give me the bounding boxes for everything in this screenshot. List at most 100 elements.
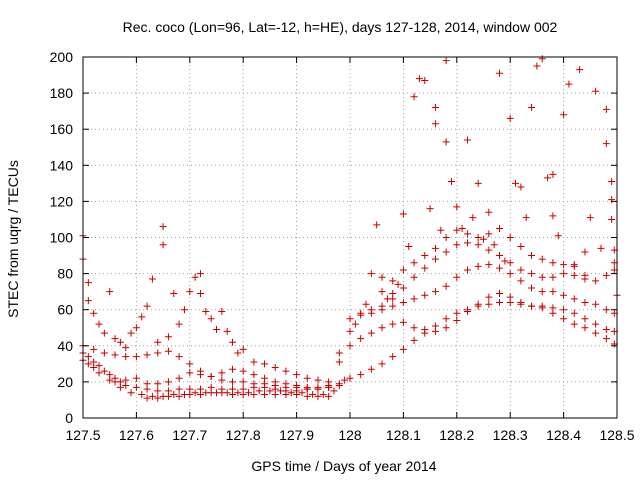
data-point bbox=[442, 315, 450, 323]
data-point bbox=[528, 302, 536, 310]
data-point bbox=[346, 327, 354, 335]
data-point bbox=[282, 380, 290, 388]
data-point bbox=[143, 394, 151, 402]
data-point bbox=[480, 235, 487, 243]
data-point bbox=[111, 351, 119, 359]
data-point bbox=[485, 300, 493, 308]
data-point bbox=[346, 315, 354, 323]
data-point bbox=[250, 380, 258, 388]
data-point bbox=[608, 178, 616, 186]
data-point bbox=[95, 362, 103, 370]
data-point bbox=[431, 255, 439, 263]
data-point bbox=[442, 57, 450, 65]
data-point bbox=[463, 239, 471, 247]
data-point bbox=[250, 391, 258, 399]
data-point bbox=[234, 389, 242, 397]
data-point bbox=[426, 205, 434, 213]
data-point bbox=[463, 266, 471, 274]
data-point bbox=[351, 320, 359, 328]
data-point bbox=[560, 261, 568, 269]
data-point bbox=[357, 335, 365, 343]
data-point bbox=[592, 87, 600, 95]
data-point bbox=[218, 369, 226, 377]
data-point bbox=[196, 391, 204, 399]
data-point bbox=[84, 360, 92, 368]
data-point bbox=[127, 389, 135, 397]
data-point bbox=[501, 257, 509, 265]
data-point bbox=[325, 392, 333, 400]
data-point bbox=[186, 369, 194, 377]
data-point bbox=[213, 326, 220, 334]
data-point bbox=[186, 288, 194, 296]
y-tick-label: 160 bbox=[50, 121, 74, 137]
data-point bbox=[421, 264, 429, 272]
data-point bbox=[442, 138, 450, 146]
data-point bbox=[367, 365, 375, 373]
y-tick-labels: 0 20 40 60 80 100 120 140 160 180 200 bbox=[50, 49, 74, 426]
data-point bbox=[442, 324, 450, 332]
y-tick-label: 100 bbox=[50, 230, 74, 246]
series-scatter-late bbox=[346, 55, 621, 335]
data-point bbox=[538, 55, 546, 63]
data-point bbox=[602, 271, 610, 279]
data-point bbox=[175, 392, 183, 400]
data-point bbox=[496, 252, 504, 260]
data-point bbox=[250, 371, 258, 379]
data-point bbox=[148, 392, 156, 400]
data-point bbox=[378, 273, 386, 281]
data-point bbox=[138, 313, 146, 321]
data-point bbox=[602, 326, 610, 334]
data-point bbox=[496, 264, 504, 272]
data-point bbox=[383, 295, 391, 303]
data-point bbox=[373, 221, 381, 229]
data-point bbox=[335, 380, 343, 388]
data-point bbox=[159, 223, 167, 231]
data-point bbox=[602, 335, 610, 343]
data-point bbox=[517, 266, 525, 274]
data-point bbox=[538, 273, 546, 281]
data-point bbox=[229, 365, 237, 373]
data-point bbox=[399, 345, 407, 353]
data-point bbox=[175, 374, 183, 382]
data-point bbox=[100, 367, 108, 375]
data-point bbox=[586, 214, 594, 222]
data-point bbox=[218, 389, 226, 397]
data-point bbox=[245, 389, 253, 397]
data-point bbox=[191, 273, 199, 281]
data-point bbox=[261, 360, 269, 368]
x-tick-label: 128.1 bbox=[386, 427, 421, 443]
data-point bbox=[282, 391, 290, 399]
data-point bbox=[229, 338, 237, 346]
series-band-c bbox=[79, 342, 343, 393]
data-point bbox=[116, 338, 124, 346]
data-point bbox=[463, 230, 471, 238]
data-point bbox=[250, 358, 258, 366]
data-point bbox=[239, 391, 247, 399]
data-point bbox=[399, 284, 407, 292]
data-point bbox=[84, 297, 92, 305]
data-point bbox=[405, 243, 413, 251]
data-point bbox=[367, 306, 375, 314]
data-point bbox=[378, 302, 386, 310]
data-point bbox=[528, 270, 536, 278]
data-point bbox=[389, 320, 397, 328]
y-axis-label: STEC from uqrg / TECUs bbox=[5, 160, 21, 318]
y-tick-label: 0 bbox=[65, 410, 73, 426]
data-point bbox=[154, 380, 162, 388]
data-point bbox=[357, 309, 365, 317]
data-point bbox=[421, 291, 429, 299]
data-point bbox=[132, 383, 140, 391]
data-point bbox=[517, 183, 525, 191]
data-point bbox=[453, 273, 461, 281]
data-point bbox=[367, 270, 375, 278]
data-point bbox=[84, 353, 92, 361]
data-point bbox=[116, 383, 124, 391]
data-point bbox=[159, 241, 167, 249]
data-point bbox=[560, 315, 568, 323]
data-point bbox=[196, 270, 204, 278]
data-point bbox=[549, 259, 557, 267]
data-point bbox=[442, 282, 450, 290]
data-point bbox=[506, 270, 514, 278]
grid-lines bbox=[83, 57, 617, 418]
